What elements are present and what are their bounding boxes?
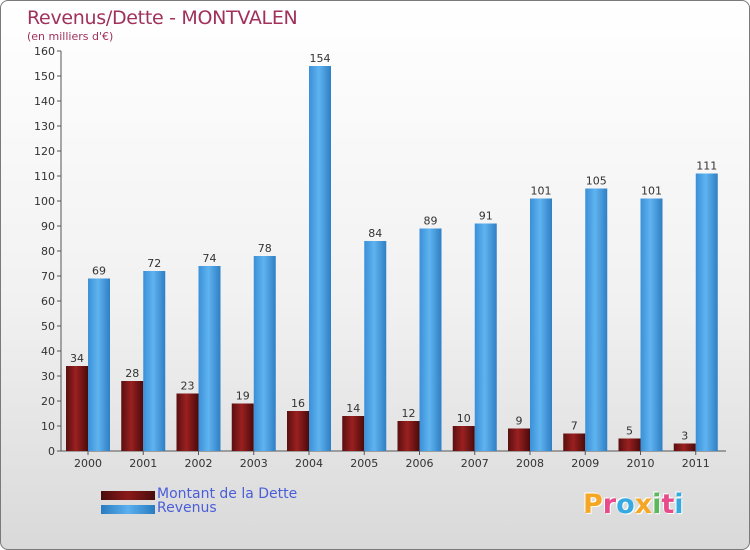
y-tick-label: 60 bbox=[41, 295, 55, 308]
data-label-debt: 16 bbox=[291, 397, 305, 410]
y-tick-label: 160 bbox=[34, 45, 55, 58]
y-tick-label: 50 bbox=[41, 320, 55, 333]
y-tick-label: 30 bbox=[41, 370, 55, 383]
x-tick-label: 2000 bbox=[74, 457, 102, 470]
y-tick-label: 70 bbox=[41, 270, 55, 283]
data-label-revenus: 72 bbox=[147, 257, 161, 270]
data-label-revenus: 69 bbox=[92, 265, 106, 278]
bar-debt-2001 bbox=[121, 381, 144, 451]
data-label-revenus: 111 bbox=[696, 160, 717, 173]
x-tick-label: 2007 bbox=[461, 457, 489, 470]
legend-swatch-revenus bbox=[101, 505, 155, 514]
y-tick-label: 80 bbox=[41, 245, 55, 258]
bar-debt-2009 bbox=[563, 433, 586, 451]
data-label-debt: 23 bbox=[181, 380, 195, 393]
bar-debt-2000 bbox=[66, 366, 88, 451]
bar-debt-2006 bbox=[397, 421, 420, 451]
legend-label-revenus: Revenus bbox=[157, 500, 217, 516]
logo-letter: i bbox=[674, 489, 684, 520]
data-label-revenus: 101 bbox=[531, 185, 552, 198]
x-tick-label: 2011 bbox=[682, 457, 710, 470]
x-tick-label: 2006 bbox=[406, 457, 434, 470]
bar-debt-2010 bbox=[618, 438, 641, 451]
data-label-debt: 12 bbox=[402, 407, 416, 420]
x-tick-label: 2001 bbox=[129, 457, 157, 470]
logo-letter: o bbox=[616, 489, 635, 520]
legend-label-debt: Montant de la Dette bbox=[157, 486, 298, 502]
x-tick-label: 2008 bbox=[516, 457, 544, 470]
data-label-debt: 19 bbox=[236, 390, 250, 403]
logo-letter: i bbox=[652, 489, 662, 520]
data-label-revenus: 105 bbox=[586, 175, 607, 188]
data-label-revenus: 89 bbox=[424, 215, 438, 228]
bar-revenus-2002 bbox=[198, 266, 221, 451]
bar-debt-2007 bbox=[452, 426, 475, 451]
bar-revenus-2004 bbox=[309, 66, 331, 451]
data-label-revenus: 78 bbox=[258, 242, 272, 255]
proxiti-logo: Proxiti bbox=[583, 489, 684, 520]
x-tick-label: 2003 bbox=[240, 457, 268, 470]
y-tick-label: 20 bbox=[41, 395, 55, 408]
bar-debt-2008 bbox=[508, 428, 530, 451]
chart-title: Revenus/Dette - MONTVALEN bbox=[27, 7, 298, 29]
chart-subtitle: (en milliers d'€) bbox=[27, 30, 114, 43]
x-tick-label: 2010 bbox=[627, 457, 655, 470]
y-tick-label: 110 bbox=[34, 170, 55, 183]
x-tick-label: 2009 bbox=[571, 457, 599, 470]
bar-revenus-2003 bbox=[253, 256, 276, 451]
data-label-revenus: 154 bbox=[310, 52, 331, 65]
y-tick-label: 140 bbox=[34, 95, 55, 108]
data-label-revenus: 74 bbox=[203, 252, 217, 265]
y-tick-label: 120 bbox=[34, 145, 55, 158]
x-tick-label: 2004 bbox=[295, 457, 323, 470]
bar-revenus-2007 bbox=[474, 223, 497, 451]
bar-debt-2004 bbox=[287, 411, 309, 451]
y-tick-label: 40 bbox=[41, 345, 55, 358]
bar-revenus-2006 bbox=[419, 228, 442, 451]
x-tick-label: 2005 bbox=[350, 457, 378, 470]
data-label-debt: 14 bbox=[346, 402, 360, 415]
data-label-revenus: 101 bbox=[641, 185, 662, 198]
logo-letter: x bbox=[634, 489, 653, 520]
y-tick-label: 100 bbox=[34, 195, 55, 208]
bar-revenus-2010 bbox=[640, 198, 663, 451]
bar-debt-2002 bbox=[176, 393, 199, 451]
logo-letter: t bbox=[661, 489, 675, 520]
logo-letter: r bbox=[602, 489, 617, 520]
y-tick-label: 10 bbox=[41, 420, 55, 433]
bar-revenus-2005 bbox=[364, 241, 387, 451]
bar-debt-2005 bbox=[342, 416, 365, 451]
data-label-debt: 28 bbox=[125, 367, 139, 380]
bar-debt-2011 bbox=[673, 443, 696, 451]
bar-revenus-2001 bbox=[143, 271, 166, 451]
x-tick-label: 2002 bbox=[185, 457, 213, 470]
bar-debt-2003 bbox=[231, 403, 254, 451]
data-label-revenus: 84 bbox=[368, 227, 382, 240]
y-tick-label: 130 bbox=[34, 120, 55, 133]
data-label-revenus: 91 bbox=[479, 210, 493, 223]
y-tick-label: 150 bbox=[34, 70, 55, 83]
logo-letter: P bbox=[583, 489, 603, 520]
data-label-debt: 3 bbox=[681, 430, 688, 443]
data-label-debt: 9 bbox=[516, 415, 523, 428]
bar-revenus-2000 bbox=[88, 278, 110, 451]
data-label-debt: 10 bbox=[457, 412, 471, 425]
y-tick-label: 90 bbox=[41, 220, 55, 233]
bar-revenus-2008 bbox=[530, 198, 552, 451]
legend-swatch-debt bbox=[101, 491, 155, 500]
y-tick-label: 0 bbox=[48, 445, 55, 458]
bar-revenus-2011 bbox=[695, 173, 718, 451]
data-label-debt: 34 bbox=[70, 352, 84, 365]
data-label-debt: 5 bbox=[626, 425, 633, 438]
data-label-debt: 7 bbox=[571, 420, 578, 433]
bar-revenus-2009 bbox=[585, 188, 608, 451]
